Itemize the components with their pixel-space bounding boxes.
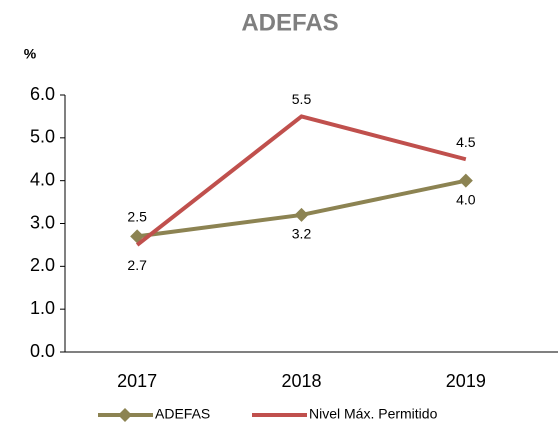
data-label: 3.2 bbox=[292, 226, 312, 242]
data-label: 2.5 bbox=[127, 209, 147, 225]
data-label: 2.7 bbox=[127, 257, 147, 273]
y-tick-label: 6.0 bbox=[30, 84, 55, 104]
data-label: 4.0 bbox=[456, 191, 476, 207]
legend-marker bbox=[118, 408, 132, 422]
legend-label: Nivel Máx. Permitido bbox=[309, 406, 438, 422]
y-tick-label: 3.0 bbox=[30, 212, 55, 232]
y-tick-label: 0.0 bbox=[30, 341, 55, 361]
chart-title: ADEFAS bbox=[241, 9, 338, 36]
point-marker bbox=[294, 207, 309, 222]
x-tick-label: 2017 bbox=[117, 371, 157, 391]
point-marker bbox=[458, 173, 473, 188]
series-line bbox=[135, 114, 467, 247]
y-tick-label: 5.0 bbox=[30, 127, 55, 147]
data-label: 5.5 bbox=[292, 91, 312, 107]
x-tick-label: 2019 bbox=[446, 371, 486, 391]
x-tick-label: 2018 bbox=[281, 371, 321, 391]
data-label: 4.5 bbox=[456, 134, 476, 150]
y-tick-label: 2.0 bbox=[30, 255, 55, 275]
y-tick-label: 1.0 bbox=[30, 298, 55, 318]
legend-label: ADEFAS bbox=[155, 406, 210, 422]
y-axis-label: % bbox=[24, 46, 37, 62]
y-tick-label: 4.0 bbox=[30, 169, 55, 189]
